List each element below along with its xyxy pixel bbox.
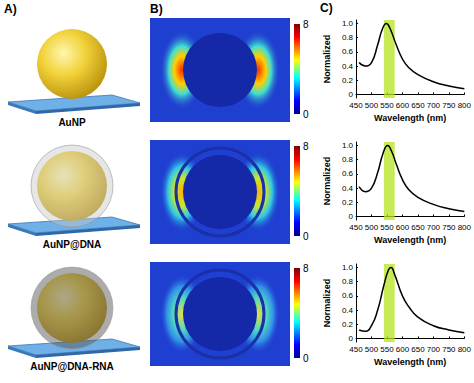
svg-text:550: 550 <box>380 345 394 354</box>
svg-text:600: 600 <box>396 345 410 354</box>
svg-text:0.8: 0.8 <box>342 277 354 286</box>
svg-text:0.6: 0.6 <box>342 47 354 56</box>
svg-text:600: 600 <box>396 101 410 110</box>
svg-text:0: 0 <box>303 353 309 364</box>
html-text:C): C) <box>320 1 333 15</box>
svg-text:0: 0 <box>303 231 309 242</box>
svg-text:500: 500 <box>365 345 379 354</box>
svg-text:450: 450 <box>349 345 363 354</box>
svg-text:0: 0 <box>303 109 309 120</box>
svg-text:1.0: 1.0 <box>342 141 354 150</box>
svg-text:Wavelength (nm): Wavelength (nm) <box>374 235 446 245</box>
svg-text:500: 500 <box>365 223 379 232</box>
svg-text:650: 650 <box>411 101 425 110</box>
svg-text:0.6: 0.6 <box>342 169 354 178</box>
svg-text:Wavelength (nm): Wavelength (nm) <box>374 357 446 367</box>
svg-text:0: 0 <box>349 90 354 99</box>
svg-text:8: 8 <box>303 19 309 30</box>
svg-text:0: 0 <box>349 212 354 221</box>
svg-text:700: 700 <box>427 223 441 232</box>
svg-text:800: 800 <box>458 223 472 232</box>
svg-text:800: 800 <box>458 101 472 110</box>
svg-text:0.2: 0.2 <box>342 320 354 329</box>
svg-text:8: 8 <box>303 263 309 274</box>
svg-text:1.0: 1.0 <box>342 263 354 272</box>
svg-text:Normalized: Normalized <box>322 35 332 84</box>
svg-text:450: 450 <box>349 223 363 232</box>
svg-text:Normalized: Normalized <box>322 157 332 206</box>
svg-text:750: 750 <box>442 101 456 110</box>
svg-text:0.8: 0.8 <box>342 33 354 42</box>
svg-text:A): A) <box>4 2 17 16</box>
svg-text:500: 500 <box>365 101 379 110</box>
svg-text:700: 700 <box>427 345 441 354</box>
svg-text:AuNP@DNA: AuNP@DNA <box>43 239 102 250</box>
svg-text:0.4: 0.4 <box>342 184 354 193</box>
svg-text:0.6: 0.6 <box>342 291 354 300</box>
svg-text:650: 650 <box>411 345 425 354</box>
svg-text:650: 650 <box>411 223 425 232</box>
svg-text:0: 0 <box>349 334 354 343</box>
svg-text:600: 600 <box>396 223 410 232</box>
svg-text:0.4: 0.4 <box>342 306 354 315</box>
svg-text:8: 8 <box>303 141 309 152</box>
svg-text:Wavelength (nm): Wavelength (nm) <box>374 113 446 123</box>
svg-text:750: 750 <box>442 223 456 232</box>
svg-text:B): B) <box>150 2 163 16</box>
svg-text:550: 550 <box>380 101 394 110</box>
svg-text:Normalized: Normalized <box>322 279 332 328</box>
svg-text:550: 550 <box>380 223 394 232</box>
svg-text:0.8: 0.8 <box>342 155 354 164</box>
svg-text:700: 700 <box>427 101 441 110</box>
svg-text:750: 750 <box>442 345 456 354</box>
svg-text:AuNP: AuNP <box>58 117 86 128</box>
svg-text:800: 800 <box>458 345 472 354</box>
svg-text:0.2: 0.2 <box>342 76 354 85</box>
svg-text:0.4: 0.4 <box>342 62 354 71</box>
svg-text:0.2: 0.2 <box>342 198 354 207</box>
svg-text:450: 450 <box>349 101 363 110</box>
svg-text:1.0: 1.0 <box>342 19 354 28</box>
svg-text:AuNP@DNA-RNA: AuNP@DNA-RNA <box>30 361 114 372</box>
